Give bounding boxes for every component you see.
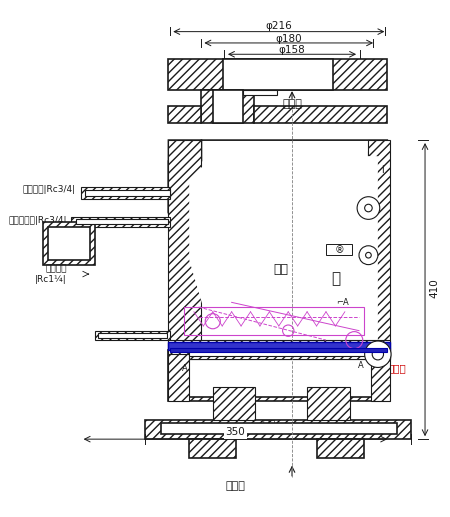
- Text: A: A: [182, 364, 187, 373]
- Bar: [189, 439, 236, 458]
- Circle shape: [364, 341, 391, 368]
- Text: ®: ®: [334, 246, 344, 255]
- Text: A: A: [358, 361, 364, 370]
- Polygon shape: [168, 140, 202, 354]
- Text: 系统侧: 系统侧: [282, 99, 302, 109]
- Text: 供水侧: 供水侧: [225, 481, 245, 491]
- Polygon shape: [168, 140, 387, 349]
- Circle shape: [365, 252, 371, 258]
- Text: 下薤: 下薤: [263, 420, 276, 430]
- Text: φ180: φ180: [275, 34, 302, 44]
- Bar: [161, 423, 397, 434]
- Bar: [81, 187, 171, 199]
- Circle shape: [357, 196, 380, 219]
- Polygon shape: [369, 140, 390, 359]
- Text: 主排水口: 主排水口: [45, 227, 67, 236]
- Polygon shape: [369, 151, 387, 345]
- Text: 大: 大: [331, 271, 340, 286]
- Text: 410: 410: [430, 278, 440, 298]
- Polygon shape: [168, 340, 390, 359]
- Bar: [168, 347, 390, 359]
- Bar: [76, 219, 168, 224]
- Circle shape: [364, 204, 372, 212]
- Circle shape: [372, 348, 383, 360]
- Bar: [171, 347, 387, 353]
- Bar: [189, 349, 373, 397]
- Bar: [316, 439, 364, 458]
- Bar: [326, 244, 352, 255]
- Bar: [86, 190, 171, 196]
- Bar: [213, 342, 373, 349]
- Bar: [145, 420, 411, 439]
- Bar: [98, 332, 167, 338]
- Bar: [168, 342, 390, 349]
- Text: φ216: φ216: [266, 21, 292, 31]
- Text: 主排水口
|Rc1¼|: 主排水口 |Rc1¼|: [35, 264, 67, 284]
- Text: φ158: φ158: [279, 45, 306, 55]
- Bar: [254, 106, 387, 123]
- Polygon shape: [168, 140, 202, 213]
- Circle shape: [359, 246, 378, 265]
- Bar: [213, 387, 255, 420]
- Bar: [213, 90, 243, 123]
- Text: 预注水接口|Rc3/4|: 预注水接口|Rc3/4|: [8, 216, 67, 225]
- Bar: [202, 90, 254, 123]
- Polygon shape: [189, 156, 378, 340]
- Bar: [307, 387, 350, 420]
- Bar: [71, 217, 171, 227]
- Text: 上薤: 上薤: [273, 263, 288, 276]
- Bar: [168, 59, 387, 90]
- Text: 中间薤: 中间薤: [387, 363, 406, 373]
- Bar: [48, 227, 90, 260]
- Bar: [43, 222, 95, 265]
- Bar: [243, 90, 277, 95]
- Bar: [168, 349, 390, 401]
- Text: 350: 350: [225, 427, 245, 437]
- Bar: [223, 59, 333, 90]
- Bar: [371, 354, 390, 401]
- Bar: [189, 348, 373, 356]
- Text: 供气接口|Rc3/4|: 供气接口|Rc3/4|: [23, 185, 76, 194]
- Bar: [168, 106, 202, 123]
- Bar: [95, 331, 171, 340]
- Text: i: i: [381, 165, 384, 175]
- Text: ⌐A: ⌐A: [337, 298, 349, 307]
- Bar: [168, 354, 189, 401]
